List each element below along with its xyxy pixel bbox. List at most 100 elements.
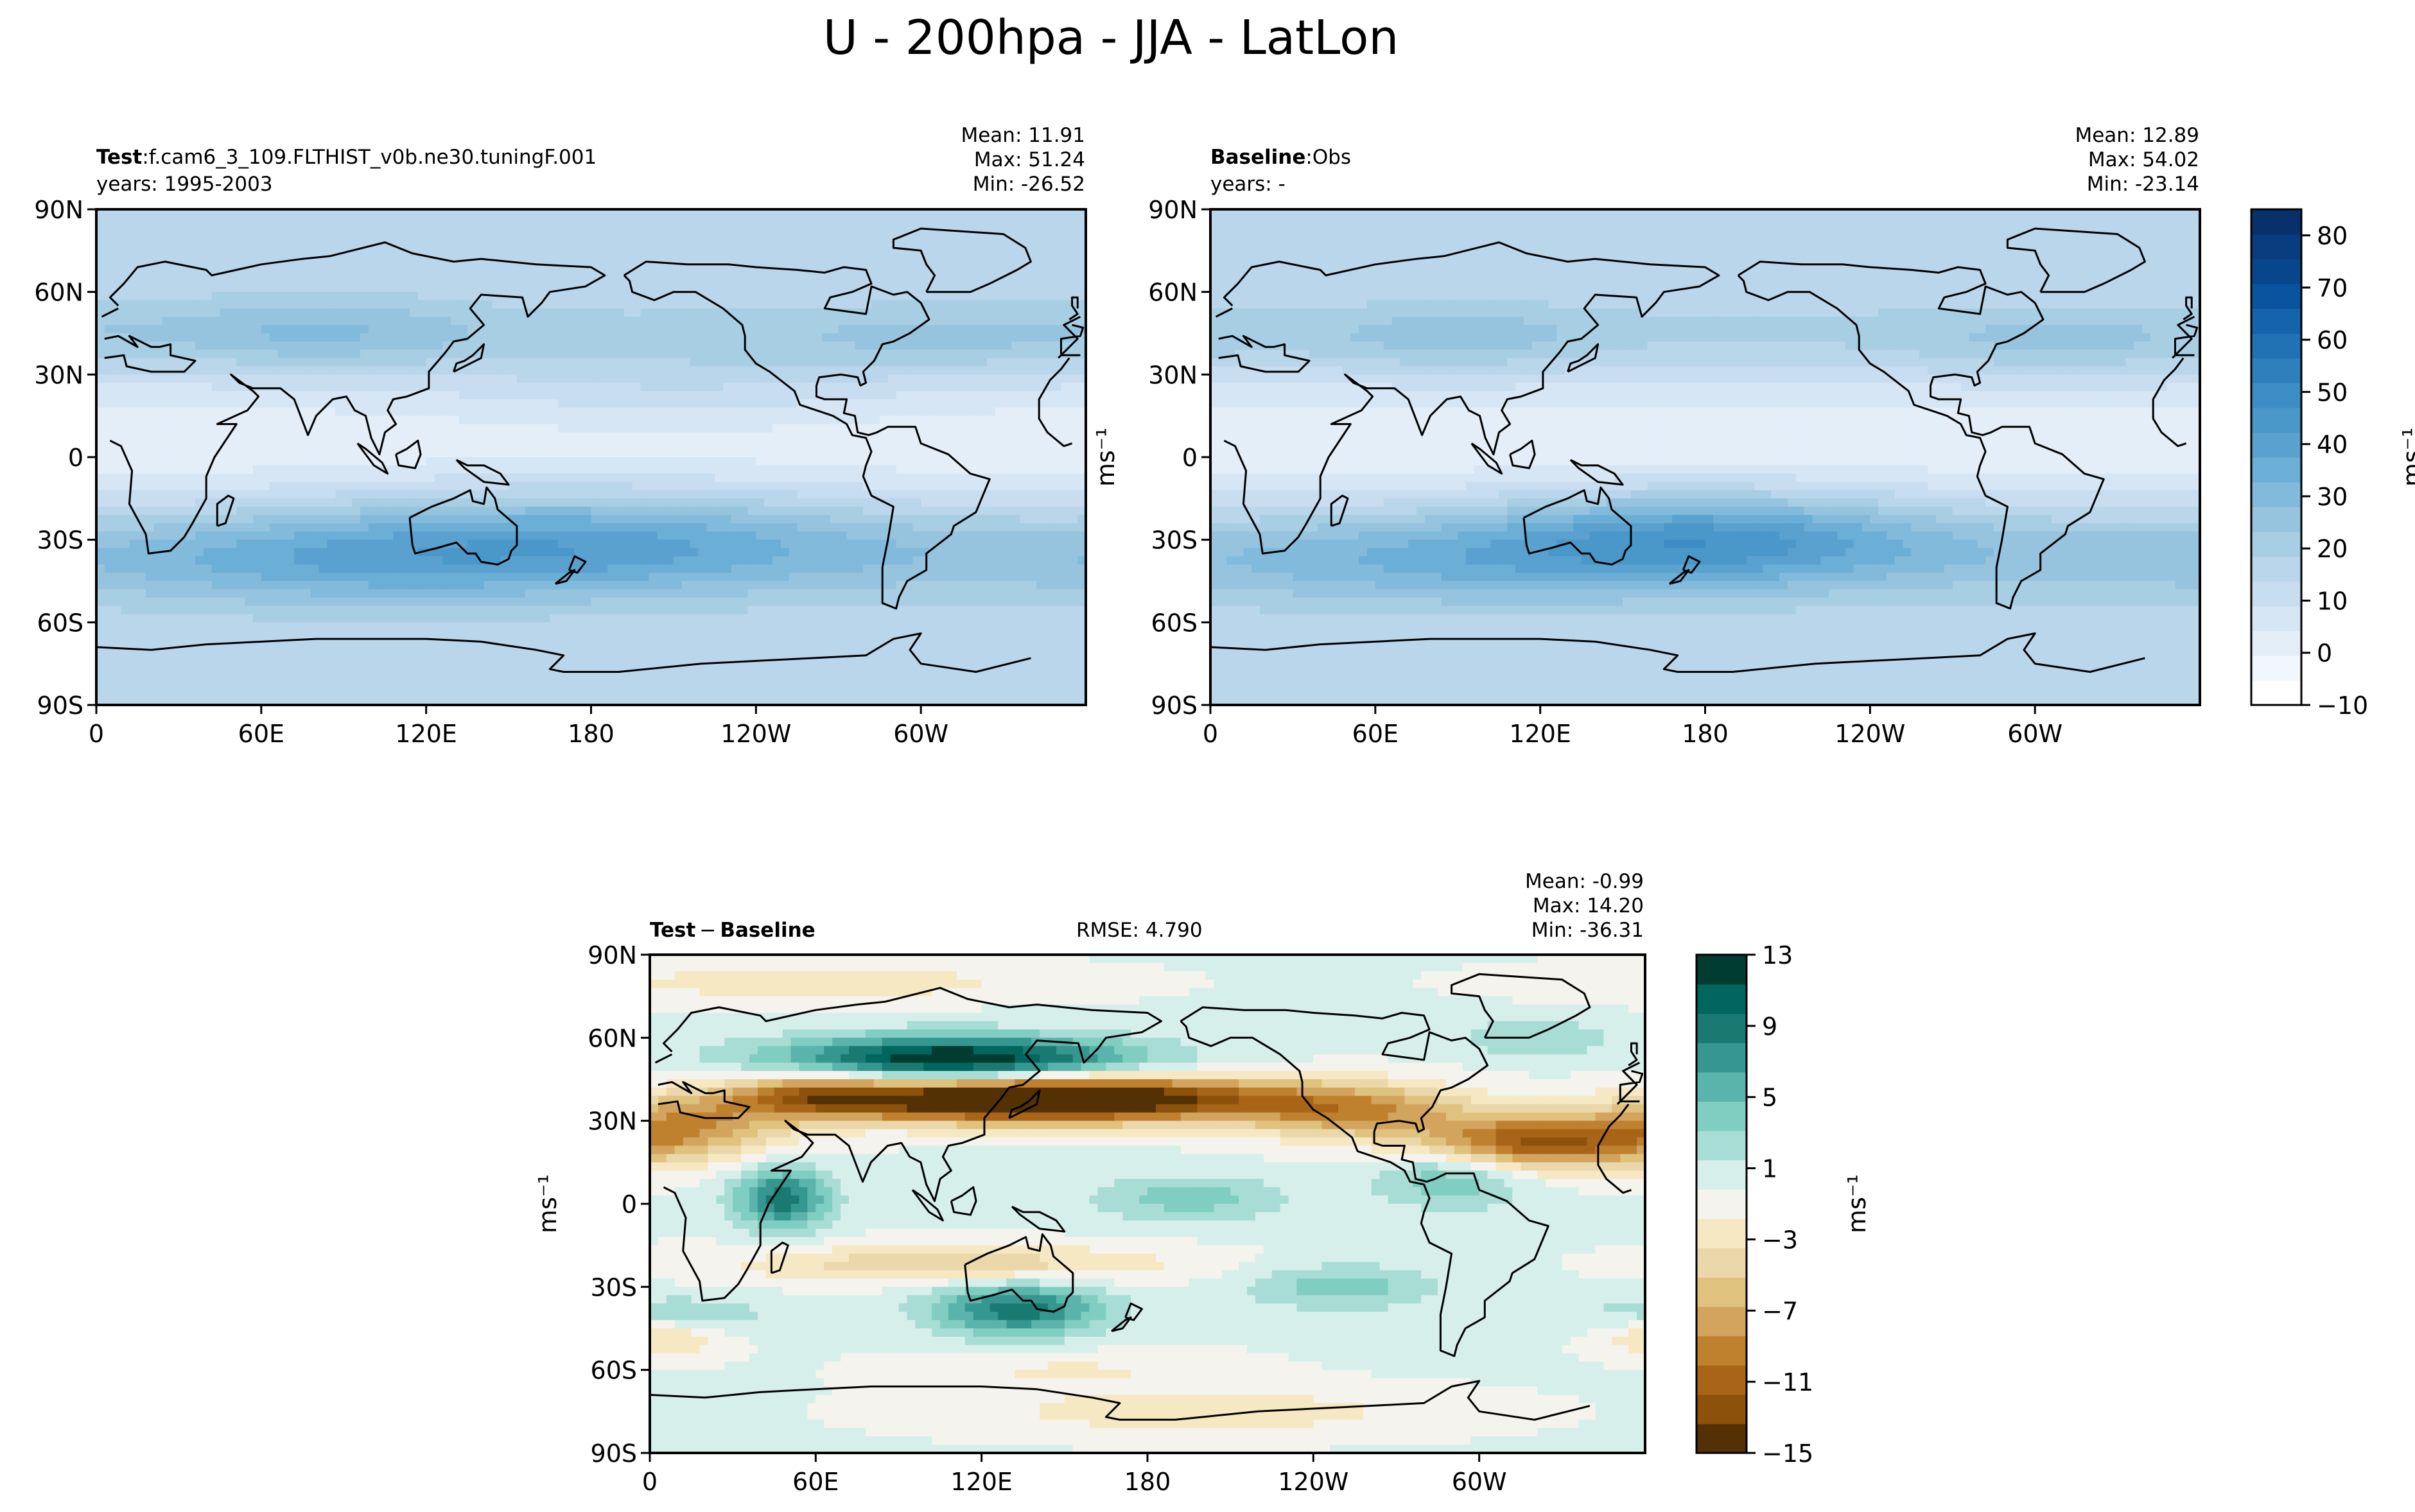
test-field-cell bbox=[467, 539, 476, 549]
test-field-cell bbox=[393, 283, 402, 293]
test-field-cell bbox=[195, 250, 204, 259]
test-field-cell bbox=[954, 498, 963, 507]
test-field-cell bbox=[616, 473, 625, 483]
test-field-cell bbox=[623, 490, 633, 500]
test-field-cell bbox=[904, 283, 914, 293]
test-field-cell bbox=[558, 539, 567, 549]
test-field-cell bbox=[318, 283, 328, 293]
test-field-cell bbox=[673, 234, 683, 243]
test-field-cell bbox=[516, 473, 526, 483]
test-field-cell bbox=[385, 300, 394, 309]
test-field-cell bbox=[582, 366, 592, 376]
test-field-cell bbox=[1069, 242, 1078, 252]
test-field-cell bbox=[533, 358, 543, 367]
test-field-cell bbox=[772, 523, 781, 532]
test-field-cell bbox=[220, 383, 229, 392]
test-field-cell bbox=[368, 349, 378, 359]
test-field-cell bbox=[153, 349, 163, 359]
test-field-cell bbox=[715, 333, 724, 342]
test-field-cell bbox=[681, 383, 691, 392]
test-field-cell bbox=[640, 490, 650, 500]
test-field-cell bbox=[623, 217, 633, 227]
test-field-cell bbox=[434, 267, 444, 276]
test-field-cell bbox=[871, 482, 880, 491]
test-field-cell bbox=[500, 449, 509, 458]
test-field-cell bbox=[731, 267, 740, 276]
test-field-cell bbox=[335, 498, 345, 507]
test-field-cell bbox=[129, 383, 139, 392]
test-field-cell bbox=[574, 349, 584, 359]
test-field-cell bbox=[649, 349, 658, 359]
test-field-cell bbox=[475, 366, 485, 376]
test-field-cell bbox=[945, 333, 955, 342]
test-field-cell bbox=[681, 333, 691, 342]
test-field-cell bbox=[294, 325, 303, 334]
test-field-cell bbox=[137, 399, 146, 408]
test-field-cell bbox=[681, 259, 691, 268]
test-field-cell bbox=[417, 531, 427, 541]
test-field-cell bbox=[112, 317, 122, 326]
test-field-cell bbox=[979, 349, 988, 359]
test-field-cell bbox=[121, 507, 130, 516]
test-field-cell bbox=[657, 267, 666, 276]
test-field-cell bbox=[393, 234, 402, 243]
test-field-cell bbox=[871, 300, 880, 309]
test-field-cell bbox=[566, 349, 575, 359]
test-field-cell bbox=[814, 325, 823, 334]
test-field-cell bbox=[1077, 507, 1086, 516]
test-field-cell bbox=[252, 490, 262, 500]
test-field-cell bbox=[582, 523, 592, 532]
test-field-cell bbox=[657, 473, 666, 483]
test-field-cell bbox=[1044, 531, 1054, 541]
test-field-cell bbox=[327, 415, 336, 425]
test-field-cell bbox=[838, 465, 848, 474]
test-field-cell bbox=[500, 399, 509, 408]
test-field-cell bbox=[838, 366, 848, 376]
test-field-cell bbox=[327, 374, 336, 383]
test-field-cell bbox=[426, 267, 435, 276]
test-field-cell bbox=[995, 291, 1004, 301]
test-field-cell bbox=[706, 507, 715, 516]
test-field-cell bbox=[640, 209, 650, 218]
test-field-cell bbox=[623, 250, 633, 259]
test-field-cell bbox=[409, 341, 419, 351]
test-field-cell bbox=[970, 275, 979, 284]
test-field-cell bbox=[896, 349, 905, 359]
test-field-cell bbox=[879, 473, 889, 483]
test-field-cell bbox=[1052, 259, 1062, 268]
test-field-cell bbox=[121, 531, 130, 541]
test-field-cell bbox=[426, 275, 435, 284]
test-field-cell bbox=[739, 242, 749, 252]
test-field-cell bbox=[681, 407, 691, 417]
test-field-cell bbox=[887, 317, 897, 326]
test-field-cell bbox=[739, 225, 749, 235]
test-field-cell bbox=[261, 498, 270, 507]
test-field-cell bbox=[912, 275, 921, 284]
test-field-cell bbox=[830, 283, 839, 293]
test-field-cell bbox=[838, 234, 848, 243]
test-field-cell bbox=[979, 217, 988, 227]
test-field-cell bbox=[368, 275, 378, 284]
test-field-cell bbox=[846, 349, 856, 359]
test-field-cell bbox=[401, 539, 410, 549]
test-field-cell bbox=[954, 291, 963, 301]
test-field-cell bbox=[170, 490, 180, 500]
test-field-cell bbox=[1028, 407, 1037, 417]
test-field-cell bbox=[310, 225, 320, 235]
test-field-cell bbox=[764, 440, 773, 449]
test-field-cell bbox=[335, 457, 345, 466]
test-field-cell bbox=[731, 515, 740, 524]
test-field-cell bbox=[855, 523, 864, 532]
test-field-cell bbox=[509, 457, 518, 466]
test-field-cell bbox=[599, 250, 608, 259]
test-field-cell bbox=[146, 225, 155, 235]
test-field-cell bbox=[979, 259, 988, 268]
test-field-cell bbox=[434, 225, 444, 235]
test-field-cell bbox=[129, 308, 139, 318]
test-field-cell bbox=[393, 523, 402, 532]
test-field-cell bbox=[451, 234, 460, 243]
test-field-cell bbox=[698, 482, 708, 491]
test-field-cell bbox=[541, 507, 551, 516]
test-field-cell bbox=[327, 317, 336, 326]
